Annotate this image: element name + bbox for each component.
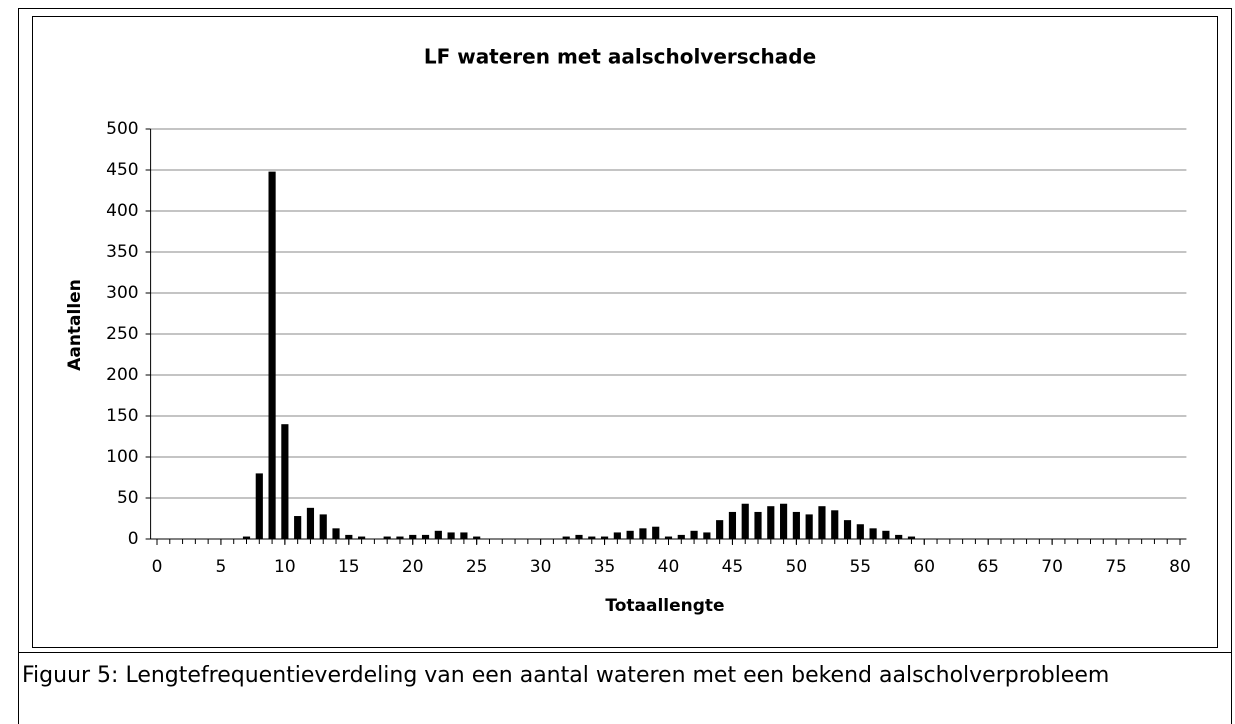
bar [639,528,647,539]
bar [332,528,340,539]
bar [319,514,327,539]
bar [575,534,583,539]
chart-title: LF wateren met aalscholverschade [424,45,816,69]
bar [690,530,698,539]
bar [255,473,263,539]
bar [780,503,788,539]
bar [792,511,800,539]
x-tick-label: 30 [530,557,552,577]
x-tick-label: 40 [658,557,680,577]
chart-frame [32,16,1218,648]
bar [409,534,417,539]
bar [383,536,391,539]
x-tick-label: 10 [274,557,296,577]
bar [677,534,685,539]
bar [882,530,890,539]
bar [728,511,737,539]
bar [345,534,353,539]
bar [869,528,877,539]
bar [600,536,609,539]
y-tick-label: 250 [106,324,138,344]
bar [741,503,749,539]
x-tick-label: 0 [152,557,163,577]
x-tick-label: 60 [913,557,935,577]
bar [652,526,660,539]
x-tick-label: 45 [722,557,744,577]
bar [421,534,430,539]
bar [358,536,366,539]
bar [434,530,442,539]
bar [754,511,762,539]
y-tick-label: 400 [106,201,138,221]
bar [805,514,813,539]
x-axis-label: Totaallengte [605,596,724,616]
bar [396,536,404,539]
bar [281,424,289,539]
y-tick-label: 300 [106,283,138,303]
bar [613,532,621,539]
bar [562,536,570,539]
x-tick-label: 15 [338,557,360,577]
bar [294,516,302,539]
x-tick-label: 55 [849,557,871,577]
x-tick-label: 50 [786,557,808,577]
x-tick-label: 20 [402,557,424,577]
bar [473,536,481,539]
bar [856,524,864,539]
bar [242,536,251,539]
y-tick-label: 200 [106,365,138,385]
x-tick-label: 5 [216,557,227,577]
y-tick-label: 500 [106,119,138,139]
y-tick-label: 50 [117,488,139,508]
y-axis-label: Aantallen [65,279,85,371]
x-tick-label: 70 [1041,557,1063,577]
bar [703,532,711,539]
bar [664,536,673,539]
bar [767,506,775,539]
bar [626,530,634,539]
y-tick-label: 100 [106,447,138,467]
x-tick-label: 35 [594,557,616,577]
x-tick-label: 80 [1169,557,1191,577]
bar [831,510,839,539]
y-tick-label: 350 [106,242,138,262]
outer-frame [18,8,1232,724]
bar [895,534,903,539]
y-tick-label: 0 [128,529,139,549]
bar [716,520,724,539]
x-tick-label: 75 [1105,557,1127,577]
bar [843,520,852,539]
x-tick-label: 25 [466,557,488,577]
bar [306,507,315,539]
bar [268,171,276,539]
figure-caption: Figuur 5: Lengtefrequentieverdeling van … [22,663,1110,688]
bar [907,536,916,539]
bar [460,532,468,539]
bar [588,536,596,539]
bar [818,506,826,539]
y-tick-label: 150 [106,406,138,426]
y-tick-label: 450 [106,160,138,180]
x-tick-label: 65 [977,557,999,577]
bar [447,532,455,539]
